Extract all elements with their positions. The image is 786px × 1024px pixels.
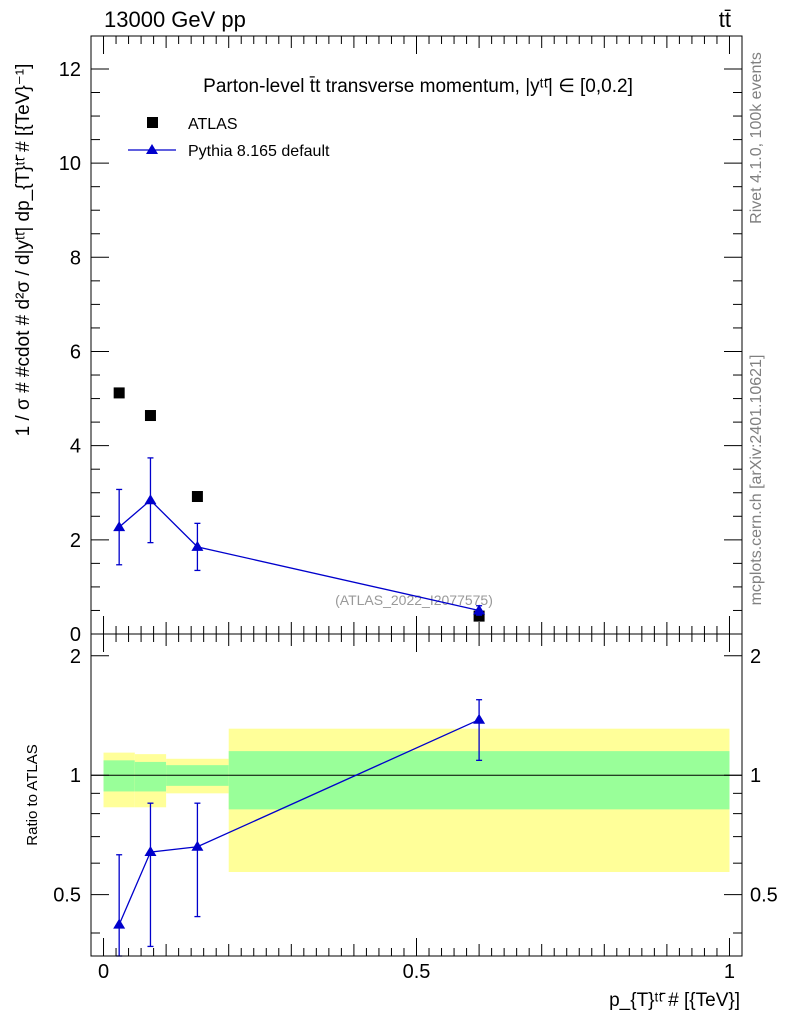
ratio-data-point [473, 713, 486, 724]
y-tick-label-main: 4 [70, 436, 81, 458]
x-axis-label: p_{T}ᵗᵗ̄ # [{TeV}] [609, 990, 740, 1011]
pythia-data-point [113, 521, 126, 532]
legend-atlas-marker [147, 117, 158, 128]
y-axis-label-ratio: Ratio to ATLAS [24, 744, 41, 845]
atlas-data-point [144, 410, 156, 422]
main-title: Parton-level t̄t transverse momentum, |y… [203, 76, 633, 97]
ratio-panel: 0.5 0.5 1 1 2 2 0 0.5 1 Ratio to ATLAS p_{T}ᵗᵗ̄ … [24, 633, 778, 1011]
pythia-data-point [191, 540, 204, 551]
y-tick-label-ratio-right: 1 [750, 765, 761, 787]
y-tick-label-ratio: 2 [70, 646, 81, 668]
ratio-data-point [144, 846, 157, 857]
legend-atlas-label: ATLAS [188, 116, 238, 133]
ratio-data-point [113, 918, 126, 929]
y-tick-label-main: 6 [70, 341, 81, 363]
y-tick-label-main: 2 [70, 530, 81, 552]
y-tick-label-ratio-right: 2 [750, 646, 761, 668]
main-panel: (ATLAS_2022_I2077575) 0 2 4 6 8 10 12 Parton-l… [13, 35, 743, 646]
pythia-data-point [473, 604, 486, 615]
y-tick-label-ratio-right: 0.5 [750, 885, 778, 907]
header-energy-label: 13000 GeV pp [104, 7, 246, 32]
rivet-version-label: Rivet 4.1.0, 100k events [748, 52, 765, 224]
header-process-label: tt̄ [719, 7, 731, 32]
y-tick-label-main: 8 [70, 247, 81, 269]
y-tick-label-main: 10 [59, 153, 81, 175]
atlas-data-point [473, 610, 485, 622]
x-tick-label: 0 [98, 961, 109, 983]
legend-pythia-label: Pythia 8.165 default [188, 143, 330, 160]
legend: ATLAS Pythia 8.165 default [128, 116, 330, 160]
y-axis-label-main: 1 / σ # #cdot # d²σ / d|yᵗᵗ̄| dp_{T}ᵗᵗ̄ … [13, 64, 34, 437]
y-tick-label-main: 0 [70, 624, 81, 646]
atlas-uncertainty-band-inner [103, 760, 135, 792]
pythia-data-point [144, 494, 157, 505]
legend-pythia-marker [146, 144, 158, 154]
y-tick-label-ratio: 0.5 [53, 885, 81, 907]
analysis-watermark: (ATLAS_2022_I2077575) [335, 592, 493, 608]
y-tick-label-main: 12 [59, 59, 81, 81]
ratio-data-point [191, 840, 204, 851]
atlas-uncertainty-band-inner [134, 761, 167, 792]
mcplots-source-label: mcplots.cern.ch [arXiv:2401.10621] [748, 355, 765, 606]
ratio-pythia-line [118, 719, 480, 925]
y-tick-label-ratio: 1 [70, 765, 81, 787]
x-tick-label: 0.5 [403, 961, 431, 983]
x-tick-label: 1 [724, 961, 735, 983]
atlas-data-point [191, 491, 203, 503]
atlas-data-point [113, 387, 125, 399]
pythia-line [118, 499, 480, 612]
